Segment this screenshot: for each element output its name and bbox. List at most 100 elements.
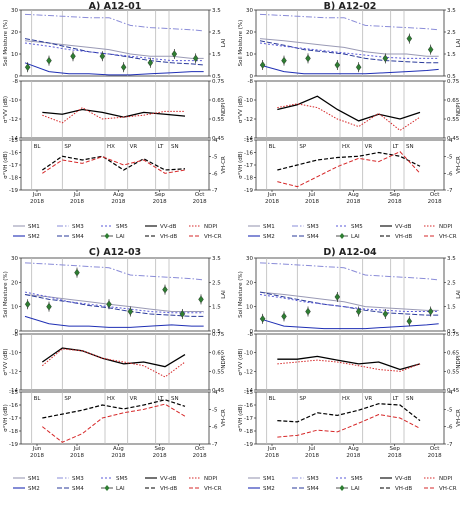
axes-frame [20,391,210,445]
axis-label: Soil Moisture (%) [238,20,244,67]
legend-label: LAI [116,486,125,492]
y2-tick-label: 1.5 [212,52,221,58]
series-line-sm4 [259,40,439,64]
x-tick-label: Jun [267,446,277,452]
axis-label: σ°VH (dB) [3,151,9,178]
y-tick-label: 20 [246,280,253,286]
legend-label: SM4 [307,234,319,240]
lai-marker [382,54,389,63]
y2-tick-label: 0.75 [212,332,225,338]
y2-tick-label: 0.55 [447,369,460,375]
x-tick-label: Oct [195,446,205,452]
series-line-sm1 [24,40,204,59]
y2-tick-label: 2.5 [212,280,221,286]
y2-tick-label: -4 [447,138,453,144]
y2-tick-label: 0.5 [447,74,456,80]
legend-label: NDPI [204,224,218,230]
y-tick-label: 0 [15,329,19,335]
y2-tick-label: 0.65 [447,351,460,357]
stage-label: VR [365,144,373,150]
legend-label: SM1 [28,476,40,482]
axis-label: NDPI [456,102,462,116]
y2-tick-label: -6 [212,425,218,431]
legend-label: SM1 [263,224,275,230]
lai-marker [24,300,31,309]
x-tick-label: Jul [73,192,81,198]
axis-label: LAI [456,38,462,47]
legend-label: VH-dB [160,486,177,492]
y2-tick-label: -7 [447,442,453,448]
series-line-sm3 [24,13,204,32]
series-line-vh-cr [42,156,186,174]
axes-frame [20,333,210,391]
y-tick-label: 0 [15,74,19,80]
legend-label: VV-dB [395,476,412,482]
y2-tick-label: -6 [212,171,218,177]
axis-label: NDPI [456,355,462,369]
axis-label: NDPI [221,355,227,369]
y2-tick-label: 2.5 [212,30,221,36]
y2-tick-label: -5 [212,407,218,413]
y-tick-label: -18 [9,176,18,182]
y2-tick-label: 1.5 [212,305,221,311]
series-line-sm3 [259,13,439,31]
series-line-sm3 [259,262,439,281]
axis-label: Soil Moisture (%) [3,271,9,318]
legend-label: NDPI [439,224,453,230]
legend-label: SM5 [351,224,363,230]
stage-label: HX [342,396,350,402]
lai-marker [281,56,287,65]
axis-label: σ°VV (dB) [3,348,9,375]
subplot-2: B) A12-02 BL SP HX VR LT SN 0 10 20 30 0.5 1.5 2.5 3.5… [238,1,462,240]
legend-label: LAI [351,486,360,492]
legend-label: SM1 [28,224,40,230]
series-line-vv-db [41,347,186,368]
stage-label: SP [64,396,71,402]
series-line-vh-cr [277,414,421,438]
y-tick-label: 0 [250,329,254,335]
axes-frame [255,257,445,332]
y-tick-label: -8 [13,332,19,338]
x-tick-label: Jun [32,446,42,452]
stage-label: SN [171,396,179,402]
y-tick-label: -18 [244,429,253,435]
lai-marker [120,63,127,72]
x-tick-label: Jul [308,192,316,198]
legend-label: SM3 [72,224,84,230]
y-tick-label: -17 [244,163,253,169]
y2-tick-label: 0.65 [447,98,460,104]
lai-marker [382,310,389,318]
stage-label: SN [406,144,414,150]
series-line-vh-db [42,399,186,419]
y2-tick-label: 0.65 [212,98,225,104]
x-tick-label: 2018 [265,199,279,205]
legend-swatch-marker [339,485,345,491]
series-line-sm3 [24,262,204,281]
axis-label: Soil Moisture (%) [238,271,244,318]
x-tick-label: 2018 [428,453,442,459]
y-tick-label: -15 [9,390,18,396]
x-tick-label: Jun [267,192,277,198]
legend-label: SM2 [28,486,40,492]
legend-label: VH-CR [439,486,457,492]
stage-label: BL [34,144,42,150]
y-tick-label: 10 [11,305,18,311]
x-tick-label: Aug [113,192,124,198]
series-line-vh-cr [277,151,421,188]
x-tick-label: 2018 [193,453,207,459]
axis-label: LAI [221,290,227,299]
y-tick-label: -8 [248,79,254,85]
y-tick-label: -10 [9,98,18,104]
y2-tick-label: -7 [212,442,218,448]
x-tick-label: Jul [73,446,81,452]
x-tick-label: Sep [154,192,165,198]
series-line-ndpi [277,103,421,132]
y-tick-label: -17 [9,416,18,422]
lai-marker [74,268,80,277]
legend-swatch-marker [104,485,110,491]
y2-tick-label: 3.5 [447,256,456,262]
x-tick-label: 2018 [265,453,279,459]
y-tick-label: -18 [9,429,18,435]
subplot-3: C) A12-03 BL SP HX VR LT SN 0 10 20 30 0.5 1.5 2.5 3.5… [3,247,227,492]
